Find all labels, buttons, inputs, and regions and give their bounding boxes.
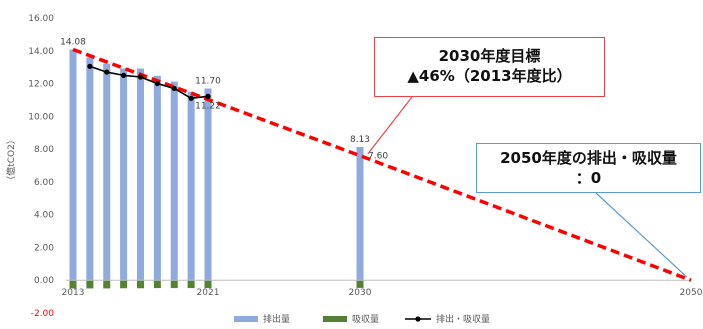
legend-label-1: 吸収量: [352, 313, 379, 325]
callout-2030-pointer: [367, 96, 413, 155]
legend-label-2: 排出・吸収量: [436, 313, 490, 325]
emission-bar-2014: [86, 57, 94, 281]
absorption-bar-2016: [120, 280, 128, 289]
y-tick-label: 2.00: [34, 243, 54, 253]
data-label-11.22: 11.22: [195, 101, 221, 111]
y-tick-label: 6.00: [34, 178, 54, 188]
emission-bar-2019: [170, 81, 178, 281]
y-tick-label: 8.00: [34, 145, 54, 155]
emission-bar-2013: [69, 49, 77, 281]
y-tick-label: 16.00: [28, 14, 54, 24]
net-emissions-point-2019: [171, 85, 177, 92]
absorption-bar-2018: [153, 280, 161, 289]
legend-label-0: 排出量: [263, 313, 290, 325]
emission-bar-2020: [187, 91, 195, 281]
callout-2050-pointer: [595, 192, 688, 278]
target-2030-title: 2030年度目標: [438, 47, 541, 65]
target-reduction-line: [72, 47, 692, 282]
net-emissions-point-2018: [154, 80, 160, 87]
absorption-bar-2013: [69, 280, 77, 289]
emission-bar-2030: [356, 146, 364, 281]
absorption-bar-2019: [170, 280, 178, 289]
absorption-bar-2020: [187, 280, 195, 289]
net-emissions-point-2016: [121, 72, 127, 78]
emission-bar-2021: [204, 88, 212, 281]
target-2050-callout: 2050年度の排出・吸収量 ：0: [476, 143, 701, 193]
y-tick-label: 14.00: [28, 47, 54, 57]
net-emissions-line: [89, 65, 209, 100]
net-emissions-point-2017: [137, 74, 144, 80]
emission-bar-2017: [137, 68, 144, 281]
data-label-8.13: 8.13: [350, 135, 370, 145]
net-emissions-point-2015: [104, 69, 110, 75]
x-tick-label-2021: 2021: [197, 288, 220, 298]
x-tick-label-2013: 2013: [62, 288, 85, 298]
target-2050-title: 2050年度の排出・吸収量: [500, 149, 677, 167]
y-tick-label: 4.00: [34, 211, 54, 221]
net-emissions-point-2020: [188, 95, 194, 101]
data-label-11.70: 11.70: [195, 76, 221, 86]
absorption-bar-2021: [204, 280, 212, 289]
absorption-bar-2017: [137, 280, 144, 289]
data-label-7.60: 7.60: [368, 152, 388, 162]
y-tick-label: 10.00: [28, 112, 54, 122]
y-axis-label: （億tCO2）: [5, 135, 17, 185]
target-2030-reduction: ▲46%（2013年度比）: [407, 67, 572, 85]
emission-bar-2015: [103, 63, 111, 281]
net-emissions-point-2021: [205, 93, 211, 99]
emission-bar-2018: [153, 75, 161, 281]
target-2030-callout: 2030年度目標 ▲46%（2013年度比）: [374, 37, 605, 97]
y-tick-label: 0.00: [34, 276, 54, 286]
absorption-bar-2030: [356, 280, 364, 288]
legend-swatch-0: [234, 316, 258, 322]
data-label-14.08: 14.08: [60, 37, 86, 47]
x-tick-label-2050: 2050: [680, 288, 703, 298]
absorption-bar-2014: [86, 280, 94, 289]
net-emissions-point-2014: [87, 63, 93, 69]
legend: 排出量 吸収量 排出・吸収量: [234, 313, 490, 325]
y-tick-label: 12.00: [28, 80, 54, 90]
target-2050-value: ：0: [575, 169, 602, 187]
legend-swatch-1: [323, 316, 347, 322]
legend-marker-2: [415, 316, 421, 322]
x-tick-label-2030: 2030: [349, 288, 372, 298]
y-tick-label: -2.00: [31, 309, 55, 319]
absorption-bar-2015: [103, 280, 111, 289]
emission-bar-2016: [120, 68, 128, 281]
